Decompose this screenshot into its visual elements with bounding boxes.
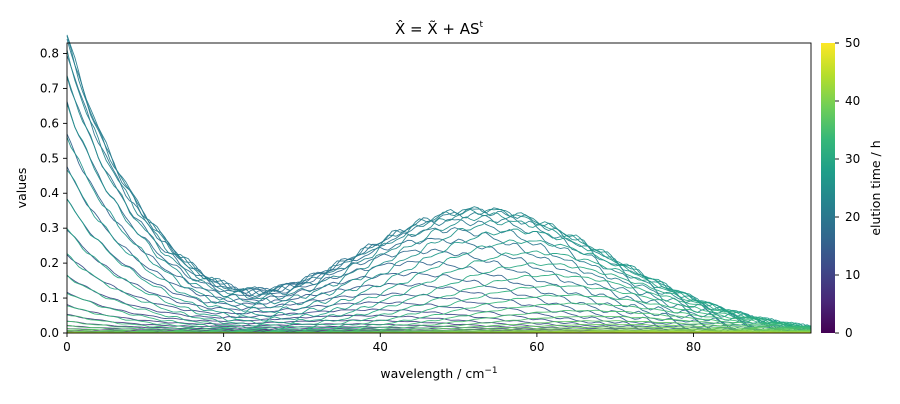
colorbar-tick-label: 0 [845, 326, 853, 340]
colorbar [821, 43, 835, 333]
y-tick-label: 0.5 [40, 151, 59, 165]
x-tick-label: 60 [529, 340, 544, 354]
series-line [67, 50, 811, 333]
series-line [67, 55, 811, 333]
colorbar-label: elution time / h [868, 140, 883, 235]
x-tick-label: 80 [686, 340, 701, 354]
colorbar-ticks: 0 10 20 30 40 50 [835, 36, 860, 340]
series-line [67, 76, 811, 332]
chart-title-superscript: t [480, 20, 484, 30]
chart-title: X̂ = X̃ + ASt [395, 19, 484, 38]
x-tick-label: 20 [216, 340, 231, 354]
x-axis-label: wavelength / cm−1 [380, 366, 497, 381]
series-line [67, 167, 811, 333]
x-tick-label: 0 [63, 340, 71, 354]
colorbar-tick-label: 10 [845, 268, 860, 282]
y-tick-label: 0.1 [40, 291, 59, 305]
series-line [67, 39, 811, 333]
chart-title-main: X̂ = X̃ + AS [395, 19, 480, 38]
y-tick-label: 0.4 [40, 186, 59, 200]
y-tick-label: 0.0 [40, 326, 59, 340]
series-lines [67, 35, 811, 333]
series-line [67, 170, 811, 329]
y-tick-label: 0.6 [40, 116, 59, 130]
y-tick-label: 0.8 [40, 46, 59, 60]
y-axis-label: values [14, 168, 29, 209]
x-ticks: 0 20 40 60 80 [63, 333, 701, 354]
x-axis-label-superscript: −1 [484, 366, 497, 376]
y-tick-label: 0.3 [40, 221, 59, 235]
x-axis-label-main: wavelength / cm [380, 366, 484, 381]
y-ticks: 0.0 0.1 0.2 0.3 0.4 0.5 0.6 0.7 0.8 [40, 46, 67, 340]
colorbar-tick-label: 50 [845, 36, 860, 50]
colorbar-tick-label: 20 [845, 210, 860, 224]
y-tick-label: 0.2 [40, 256, 59, 270]
colorbar-tick-label: 40 [845, 94, 860, 108]
y-tick-label: 0.7 [40, 81, 59, 95]
axes-frame [67, 43, 811, 333]
x-tick-label: 40 [373, 340, 388, 354]
colorbar-tick-label: 30 [845, 152, 860, 166]
